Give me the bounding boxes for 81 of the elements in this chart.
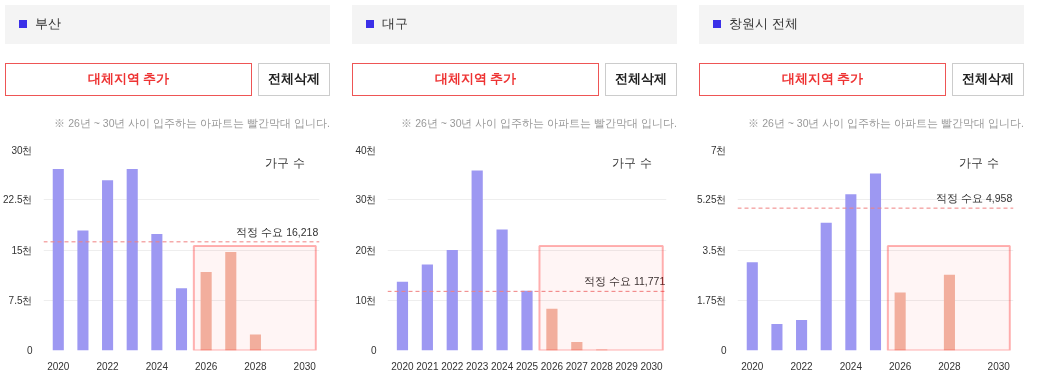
x-tick-label: 2025 xyxy=(515,360,539,372)
bar xyxy=(869,173,882,351)
x-tick-label: 2024 xyxy=(839,360,863,372)
x-tick-label: 2024 xyxy=(145,360,169,372)
x-tick-label: 2028 xyxy=(938,360,961,372)
bar xyxy=(102,180,114,351)
chart-subtitle: ※ 26년 ~ 30년 사이 입주하는 아파트는 빨간막대 입니다. xyxy=(747,116,1024,131)
bar xyxy=(771,324,783,351)
chart-title: 창원시 전체 xyxy=(699,5,1024,44)
text: 전체삭제 xyxy=(952,63,1024,96)
x-tick-label: 2020 xyxy=(391,360,415,372)
ref-line-label: 적정 수요 11,771 xyxy=(584,275,666,288)
bar xyxy=(943,274,955,351)
bar xyxy=(175,288,188,351)
bar xyxy=(249,334,261,351)
bar xyxy=(126,168,138,351)
x-tick-label: 2026 xyxy=(889,360,912,372)
annotation: 가구 수 xyxy=(265,155,305,170)
bar xyxy=(746,262,758,351)
chart-title: 부산 xyxy=(5,5,330,44)
y-tick-label: 0 xyxy=(720,345,727,356)
chart-subtitle: ※ 26년 ~ 30년 사이 입주하는 아파트는 빨간막대 입니다. xyxy=(53,116,330,131)
y-tick-label: 40천 xyxy=(355,144,377,156)
x-tick-label: 2028 xyxy=(244,360,267,372)
x-tick-label: 2027 xyxy=(565,360,589,372)
bar xyxy=(446,250,458,351)
x-tick-label: 2022 xyxy=(96,360,120,372)
bar xyxy=(421,264,433,351)
x-tick-label: 2022 xyxy=(790,360,814,372)
text: 전체삭제 xyxy=(605,63,677,96)
y-tick-label: 30천 xyxy=(355,194,377,206)
bar xyxy=(820,222,832,351)
x-tick-label: 2023 xyxy=(466,360,489,372)
x-tick-label: 2026 xyxy=(540,360,564,372)
bar xyxy=(571,341,583,351)
y-tick-label: 0 xyxy=(370,345,377,356)
y-tick-label: 1.75천 xyxy=(697,294,727,306)
text: 대체지역 추가 xyxy=(5,63,252,96)
y-tick-label: 7.5천 xyxy=(8,294,33,306)
y-tick-label: 15천 xyxy=(11,244,33,256)
bar xyxy=(521,290,533,351)
text: 전체삭제 xyxy=(258,63,330,96)
x-tick-label: 2021 xyxy=(416,360,439,372)
y-tick-label: 5.25천 xyxy=(697,194,727,206)
x-tick-label: 2030 xyxy=(640,360,664,372)
bar xyxy=(77,230,89,351)
y-tick-label: 3.5천 xyxy=(702,244,727,256)
bar xyxy=(52,168,64,351)
x-tick-label: 2026 xyxy=(195,360,218,372)
bar xyxy=(496,229,508,351)
bar xyxy=(225,252,237,351)
y-tick-label: 22.5천 xyxy=(3,194,33,206)
chart-title: 대구 xyxy=(352,5,677,44)
bar xyxy=(471,170,483,351)
ref-line-label: 적정 수요 16,218 xyxy=(236,225,319,238)
x-tick-label: 2030 xyxy=(293,360,317,372)
y-tick-label: 20천 xyxy=(355,244,377,256)
x-tick-label: 2024 xyxy=(490,360,514,372)
text: 대체지역 추가 xyxy=(699,63,946,96)
chart-subtitle: ※ 26년 ~ 30년 사이 입주하는 아파트는 빨간막대 입니다. xyxy=(400,116,677,131)
x-tick-label: 2022 xyxy=(441,360,464,372)
x-tick-label: 2030 xyxy=(987,360,1011,372)
annotation: 가구 수 xyxy=(959,155,999,170)
x-tick-label: 2029 xyxy=(615,360,639,372)
bar xyxy=(200,272,212,351)
x-tick-label: 2028 xyxy=(590,360,614,372)
x-tick-label: 2020 xyxy=(47,360,70,372)
bar xyxy=(396,281,409,351)
ref-line-label: 적정 수요 4,958 xyxy=(936,192,1013,205)
text: 대체지역 추가 xyxy=(352,63,599,96)
y-tick-label: 30천 xyxy=(11,144,33,156)
y-tick-label: 7천 xyxy=(710,144,727,156)
annotation: 가구 수 xyxy=(612,155,652,170)
bar xyxy=(546,308,558,351)
bar xyxy=(796,320,808,351)
x-tick-label: 2020 xyxy=(741,360,764,372)
y-tick-label: 10천 xyxy=(355,294,377,306)
y-tick-label: 0 xyxy=(26,345,33,356)
bar xyxy=(845,194,857,351)
bar xyxy=(151,233,163,351)
bar xyxy=(894,292,906,351)
